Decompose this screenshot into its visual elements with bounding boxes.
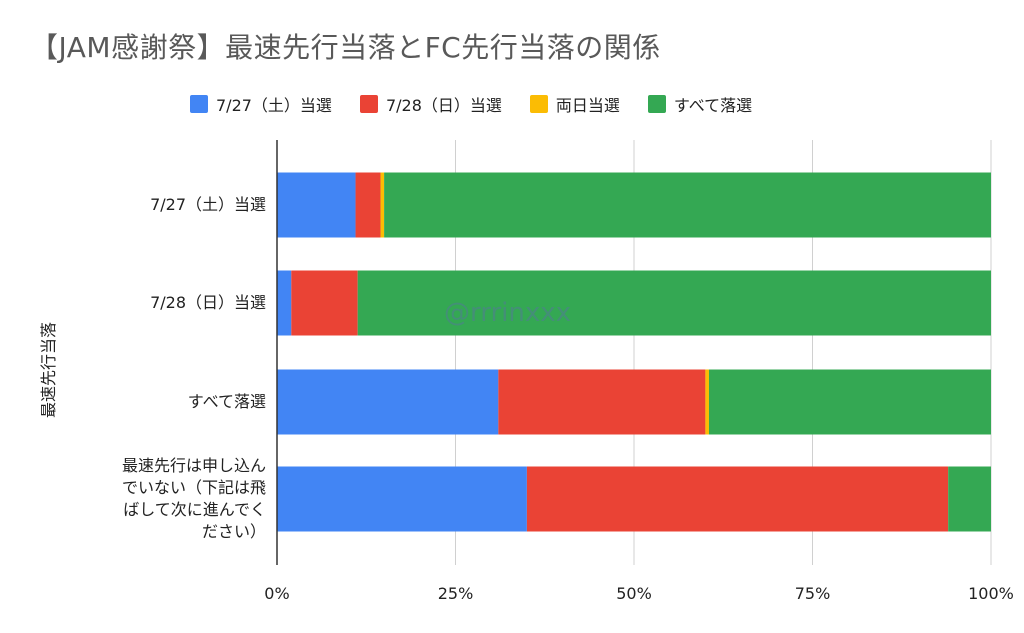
x-tick-label: 100% <box>968 584 1014 603</box>
legend-swatch <box>190 95 208 113</box>
bar-segment[interactable] <box>277 466 527 532</box>
y-tick-label-line: 7/28（日）当選 <box>150 293 266 312</box>
bar-segment[interactable] <box>705 369 709 435</box>
y-tick-label-line: すべて落選 <box>187 392 266 411</box>
x-tick-label: 0% <box>264 584 289 603</box>
x-tick-label: 75% <box>795 584 831 603</box>
y-tick-label: 7/27（土）当選 <box>66 194 266 216</box>
legend-swatch <box>529 95 548 113</box>
legend: 7/27（土）当選 7/28（日）当選 両日当選 すべて落選 <box>190 92 752 116</box>
bar-segment[interactable] <box>498 369 706 435</box>
legend-label: 7/27（土）当選 <box>216 96 332 115</box>
bar-segment[interactable] <box>277 270 292 336</box>
legend-label: すべて落選 <box>673 96 753 115</box>
y-tick-label-line: ばして次に進んでく <box>123 500 266 519</box>
bar-segment[interactable] <box>708 369 991 435</box>
y-tick-label: 最速先行は申し込ん でいない（下記は飛 ばして次に進んでください） <box>66 455 266 543</box>
legend-item-0727[interactable]: 7/27（土）当選 <box>190 92 332 116</box>
bar-segment[interactable] <box>277 172 356 238</box>
legend-item-all-lost[interactable]: すべて落選 <box>647 92 753 116</box>
legend-item-0728[interactable]: 7/28（日）当選 <box>359 92 502 116</box>
x-tick-label: 50% <box>616 584 652 603</box>
legend-item-both-days[interactable]: 両日当選 <box>529 92 620 116</box>
y-tick-label-line: 最速先行は申し込ん <box>121 456 266 475</box>
bar-segment[interactable] <box>355 172 381 238</box>
y-tick-label-line: でいない（下記は飛 <box>121 478 266 497</box>
legend-label: 両日当選 <box>555 96 620 115</box>
chart-title: 【JAM感謝祭】最速先行当落とFC先行当落の関係 <box>30 31 661 64</box>
y-tick-label-line: ださい） <box>201 522 266 541</box>
legend-label: 7/28（日）当選 <box>385 96 502 115</box>
bar-segment[interactable] <box>526 466 949 532</box>
bar-segment[interactable] <box>384 172 992 238</box>
bar-segment[interactable] <box>948 466 991 532</box>
y-tick-label: 7/28（日）当選 <box>66 292 266 314</box>
bar-segment[interactable] <box>277 369 499 435</box>
x-tick-label: 25% <box>438 584 474 603</box>
watermark: @rrrinxxx <box>444 298 572 328</box>
bar-segment[interactable] <box>291 270 358 336</box>
y-tick-label-line: 7/27（土）当選 <box>150 195 266 214</box>
bar-segment[interactable] <box>357 270 991 336</box>
legend-swatch <box>647 95 666 113</box>
bar-segment[interactable] <box>380 172 385 238</box>
y-axis-title: 最速先行当落 <box>39 321 58 419</box>
y-tick-label: すべて落選 <box>66 391 266 413</box>
legend-swatch <box>359 95 378 113</box>
